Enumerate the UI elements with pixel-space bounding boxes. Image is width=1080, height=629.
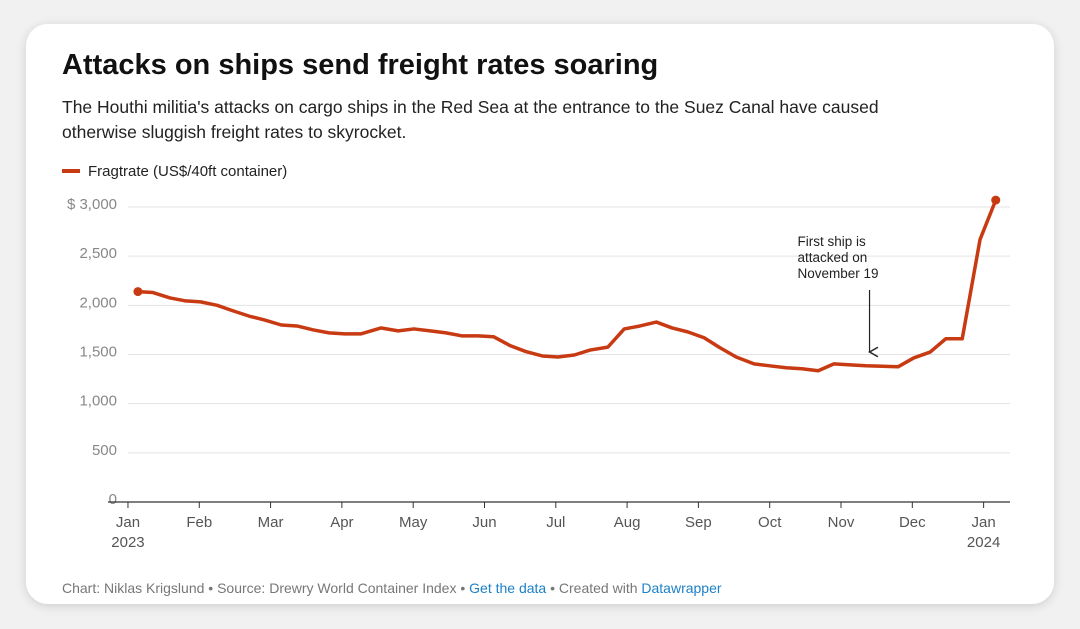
line [137, 199, 998, 373]
end-dot [133, 287, 143, 297]
annotation: attacked on [798, 250, 868, 265]
x-tick-label: Nov [828, 514, 855, 531]
x-tick-label: Apr [330, 514, 353, 531]
data-link[interactable]: Get the data [469, 580, 546, 596]
x-tick-label: Sep [685, 514, 712, 531]
y-tick-label: 1,000 [79, 393, 117, 410]
legend-label: Fragtrate (US$/40ft container) [88, 163, 287, 180]
y-tick-label: 2,000 [79, 294, 117, 311]
x-tick-label: Mar [258, 514, 284, 531]
y-tick-label: 0 [109, 491, 117, 508]
x-tick-label: Jan 2023 [111, 514, 144, 551]
footer: Chart: Niklas Krigslund • Source: Drewry… [62, 580, 722, 596]
y-tick-label: $ 3,000 [67, 196, 117, 213]
footer-text: • Created with [546, 580, 641, 596]
x-tick-label: Feb [186, 514, 212, 531]
chart-title: Attacks on ships send freight rates soar… [62, 49, 658, 81]
card [26, 24, 1054, 604]
annotation: November 19 [798, 266, 879, 281]
end-dot [991, 195, 1001, 205]
annotation: First ship is [798, 234, 867, 249]
x-tick-label: Dec [899, 514, 926, 531]
y-tick-label: 500 [92, 442, 117, 459]
footer-text: Chart: Niklas Krigslund • Source: Drewry… [62, 580, 469, 596]
datawrapper-link[interactable]: Datawrapper [641, 580, 721, 596]
y-tick-label: 1,500 [79, 343, 117, 360]
x-tick-label: Jul [546, 514, 565, 531]
subtitle: otherwise sluggish freight rates to skyr… [62, 122, 406, 142]
x-tick-label: Jun [472, 514, 496, 531]
x-tick-label: Jan 2024 [967, 514, 1000, 551]
x-tick-label: Oct [758, 514, 782, 531]
x-tick-label: May [399, 514, 428, 531]
y-tick-label: 2,500 [79, 245, 117, 262]
subtitle: The Houthi militia's attacks on cargo sh… [62, 97, 879, 117]
x-tick-label: Aug [614, 514, 641, 531]
